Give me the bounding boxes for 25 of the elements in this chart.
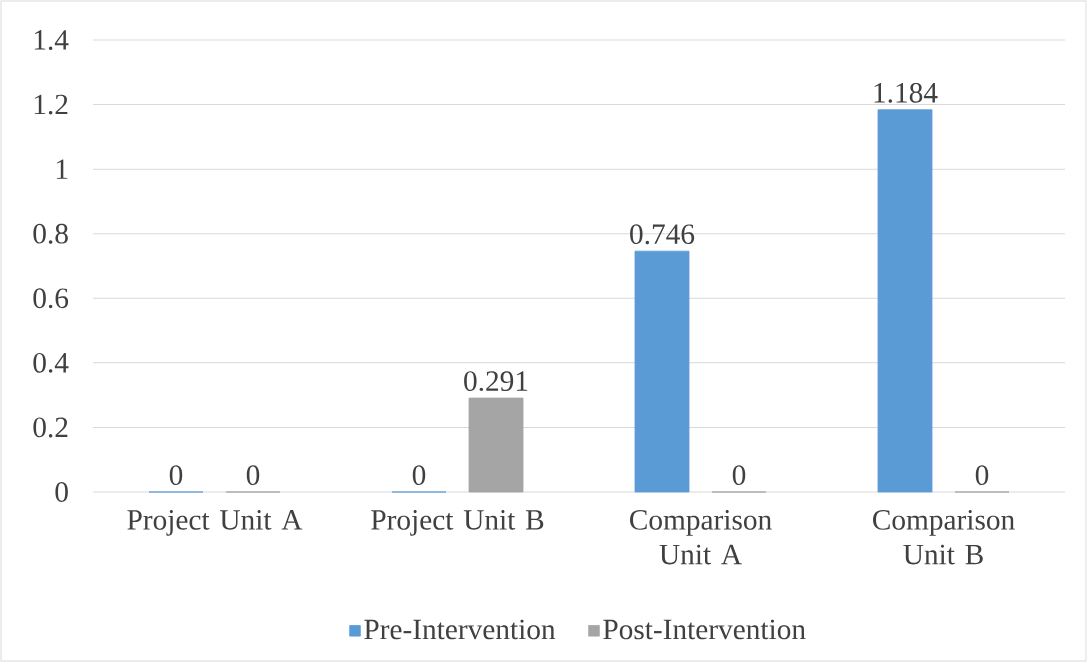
data-label: 1.184: [874, 82, 938, 103]
data-label: 0.746: [630, 224, 695, 245]
data-label: 0: [975, 465, 989, 486]
bar: [634, 250, 690, 493]
legend-label: Pre-Intervention: [364, 619, 556, 640]
data-label: 0.291: [464, 371, 528, 392]
y-tick-label: 0.4: [33, 352, 69, 373]
y-tick-label: 0.6: [33, 288, 69, 309]
bar: [877, 109, 933, 493]
y-tick-label: 0.2: [33, 417, 68, 438]
legend-label: Post-Intervention: [603, 619, 806, 640]
x-tick-label: Comparison Unit B: [873, 510, 1015, 565]
data-label: 0: [732, 465, 746, 486]
data-label: 0: [412, 465, 426, 486]
data-label: 0: [246, 465, 260, 486]
x-tick-label: Project Unit A: [127, 510, 303, 536]
data-label: 0: [169, 465, 183, 486]
x-tick-label: Project Unit B: [371, 510, 544, 536]
y-tick-label: 0.8: [33, 223, 68, 244]
x-tick-label: Comparison Unit A: [630, 510, 772, 565]
y-tick-label: 1: [56, 159, 68, 179]
y-tick-label: 1.2: [34, 94, 68, 115]
y-tick-label: 1.4: [34, 30, 69, 50]
y-tick-label: 0: [55, 482, 68, 502]
bar: [468, 397, 524, 493]
